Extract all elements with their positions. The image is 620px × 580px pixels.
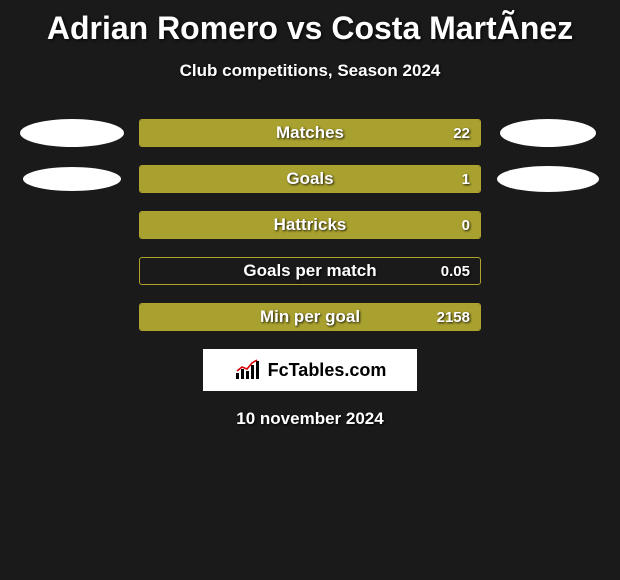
stat-row: Matches 22 [0,119,620,147]
stat-bar: Matches 22 [139,119,481,147]
stat-label: Matches [140,120,480,146]
right-badge-slot [493,165,603,193]
stat-row: Goals per match 0.05 [0,257,620,285]
chart-icon [234,359,262,381]
stat-label: Goals per match [140,258,480,284]
player-badge-right [500,119,596,147]
left-badge-slot [17,165,127,193]
stat-row: Min per goal 2158 [0,303,620,331]
date-text: 10 november 2024 [0,409,620,429]
stat-label: Goals [140,166,480,192]
stat-bar: Min per goal 2158 [139,303,481,331]
stat-value: 0 [462,212,470,238]
watermark: FcTables.com [203,349,417,391]
stat-value: 0.05 [441,258,470,284]
right-badge-slot [493,303,603,331]
stat-bar: Goals 1 [139,165,481,193]
right-badge-slot [493,211,603,239]
player-badge-left [20,119,124,147]
stat-row: Goals 1 [0,165,620,193]
left-badge-slot [17,303,127,331]
stat-label: Hattricks [140,212,480,238]
stat-label: Min per goal [140,304,480,330]
stat-value: 22 [453,120,470,146]
left-badge-slot [17,119,127,147]
page-subtitle: Club competitions, Season 2024 [0,61,620,81]
right-badge-slot [493,119,603,147]
stat-bar: Goals per match 0.05 [139,257,481,285]
watermark-text: FcTables.com [268,360,387,381]
player-badge-left [23,167,121,191]
left-badge-slot [17,211,127,239]
stat-row: Hattricks 0 [0,211,620,239]
page-title: Adrian Romero vs Costa MartÃ­nez [0,10,620,47]
stat-value: 2158 [437,304,470,330]
player-badge-right [497,166,599,192]
stat-bar: Hattricks 0 [139,211,481,239]
left-badge-slot [17,257,127,285]
comparison-rows: Matches 22 Goals 1 [0,119,620,331]
right-badge-slot [493,257,603,285]
stat-value: 1 [462,166,470,192]
